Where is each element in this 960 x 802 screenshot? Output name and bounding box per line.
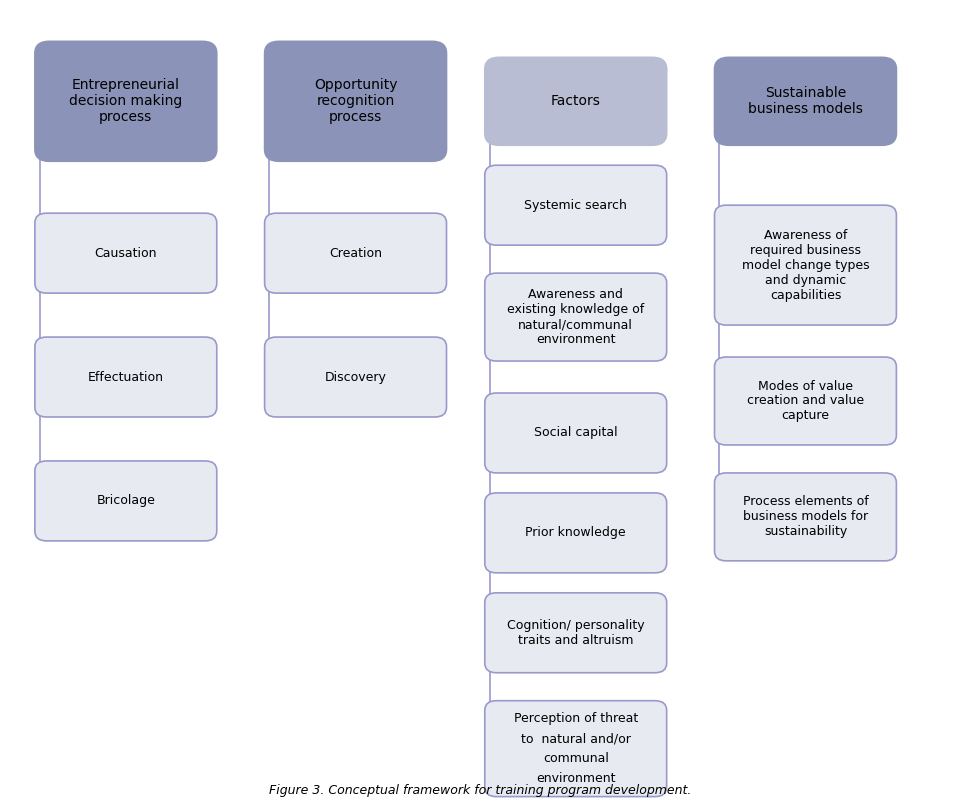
Text: Entrepreneurial
decision making
process: Entrepreneurial decision making process (69, 78, 182, 124)
Text: Effectuation: Effectuation (87, 371, 164, 383)
Text: to  natural and/or: to natural and/or (520, 732, 631, 745)
Text: Awareness of
required business
model change types
and dynamic
capabilities: Awareness of required business model cha… (742, 229, 869, 302)
Text: Prior knowledge: Prior knowledge (525, 526, 626, 540)
Text: Sustainable
business models: Sustainable business models (748, 86, 863, 116)
Text: Social capital: Social capital (534, 427, 617, 439)
Text: Awareness and
existing knowledge of
natural/communal
environment: Awareness and existing knowledge of natu… (507, 288, 644, 346)
Text: Opportunity
recognition
process: Opportunity recognition process (314, 78, 397, 124)
FancyBboxPatch shape (485, 165, 666, 245)
FancyBboxPatch shape (714, 473, 897, 561)
Text: Modes of value
creation and value
capture: Modes of value creation and value captur… (747, 379, 864, 423)
FancyBboxPatch shape (35, 337, 217, 417)
FancyBboxPatch shape (714, 205, 897, 325)
FancyBboxPatch shape (714, 57, 897, 145)
Text: communal: communal (542, 752, 609, 765)
Text: Bricolage: Bricolage (96, 494, 156, 508)
FancyBboxPatch shape (485, 593, 666, 673)
FancyBboxPatch shape (485, 273, 666, 361)
FancyBboxPatch shape (485, 701, 666, 796)
Text: Systemic search: Systemic search (524, 199, 627, 212)
Text: Causation: Causation (95, 247, 157, 260)
FancyBboxPatch shape (485, 493, 666, 573)
FancyBboxPatch shape (485, 393, 666, 473)
FancyBboxPatch shape (265, 213, 446, 293)
Text: Discovery: Discovery (324, 371, 387, 383)
Text: Creation: Creation (329, 247, 382, 260)
FancyBboxPatch shape (265, 42, 446, 161)
Text: Factors: Factors (551, 95, 601, 108)
FancyBboxPatch shape (714, 357, 897, 445)
FancyBboxPatch shape (35, 42, 217, 161)
FancyBboxPatch shape (265, 337, 446, 417)
Text: environment: environment (536, 772, 615, 785)
FancyBboxPatch shape (485, 57, 666, 145)
FancyBboxPatch shape (35, 213, 217, 293)
Text: Process elements of
business models for
sustainability: Process elements of business models for … (743, 496, 869, 538)
Text: Cognition/ personality
traits and altruism: Cognition/ personality traits and altrui… (507, 619, 644, 646)
Text: Perception of threat: Perception of threat (514, 712, 637, 725)
FancyBboxPatch shape (35, 461, 217, 541)
Text: Figure 3. Conceptual framework for training program development.: Figure 3. Conceptual framework for train… (269, 784, 691, 796)
